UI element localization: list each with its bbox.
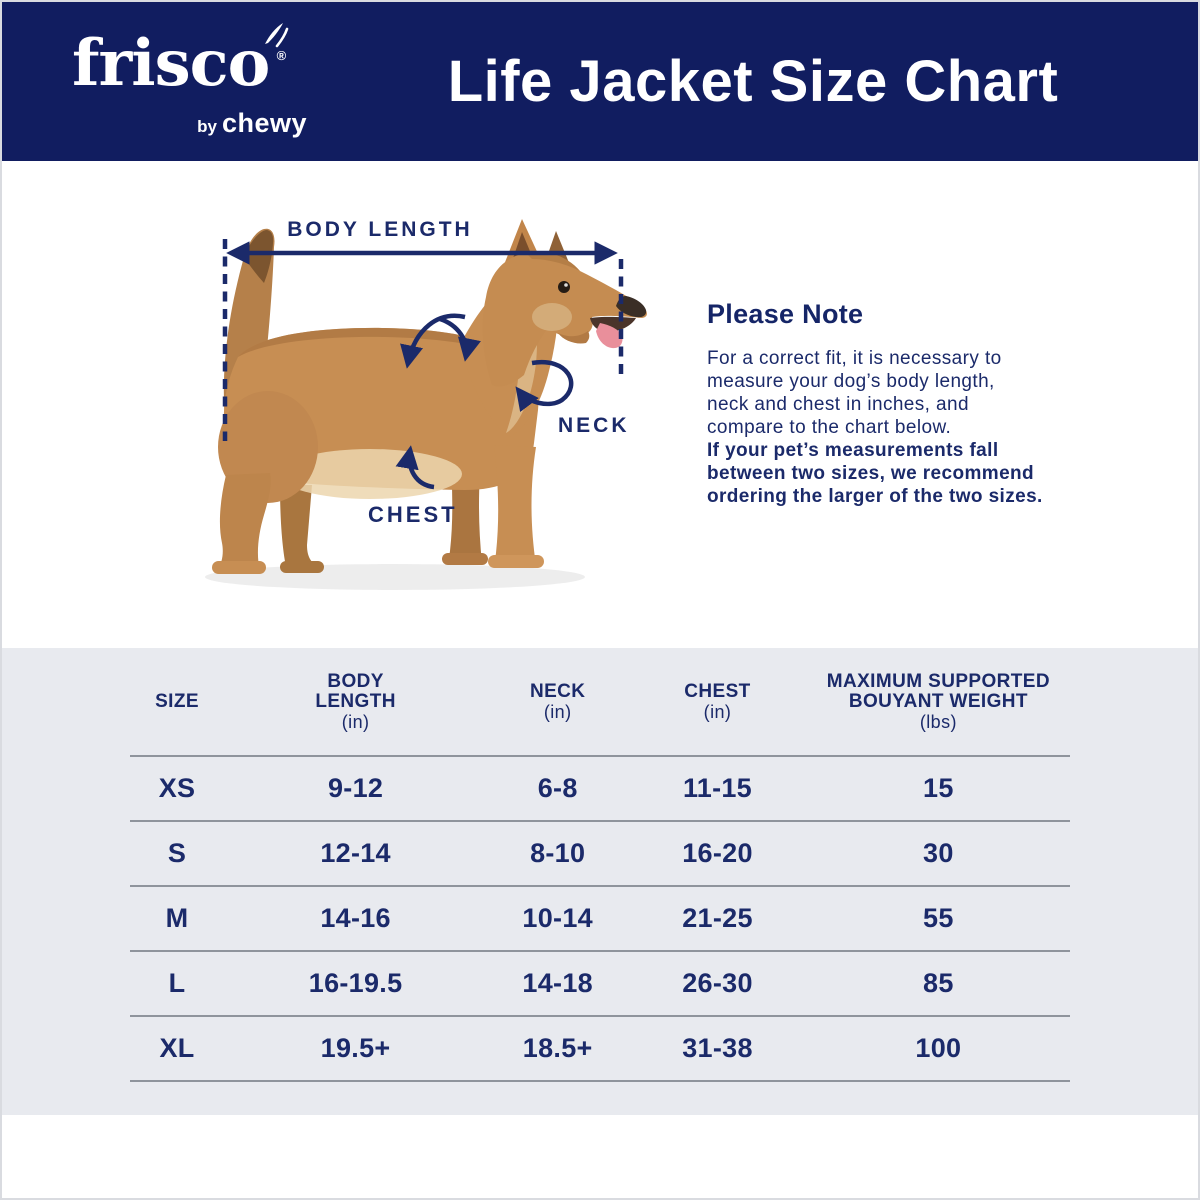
frisco-wordmark: frisco ® (72, 23, 289, 102)
neck-cell: 10-14 (522, 903, 593, 933)
neck-arrow (515, 359, 574, 413)
column-header-label: SIZE (155, 690, 199, 712)
dog-front-near-paw (488, 555, 544, 568)
chest-cell: 11-15 (682, 773, 753, 803)
column-header-max-weight: MAXIMUM SUPPORTED BOUYANT WEIGHT (lbs) (807, 670, 1070, 732)
table-header-row: SIZE BODY LENGTH (in) NECK (in) CHEST (i… (130, 648, 1070, 757)
column-header-unit: (in) (341, 711, 370, 732)
column-header-size: SIZE (130, 690, 224, 712)
column-header-body-length: BODY LENGTH (in) (224, 670, 487, 732)
please-note-block: Please Note For a correct fit, it is nec… (707, 299, 1087, 508)
frisco-by-chewy-logo: frisco ® by chewy (72, 23, 307, 142)
size-cell: S (167, 838, 187, 868)
table-row: XL 19.5+ 18.5+ 31-38 100 (130, 1017, 1070, 1082)
dog-front-far-paw (442, 553, 488, 565)
dog-tongue (596, 323, 623, 349)
registered-trademark-icon: ® (276, 48, 287, 63)
size-table: SIZE BODY LENGTH (in) NECK (in) CHEST (i… (130, 648, 1070, 1082)
size-cell: XL (159, 1033, 195, 1063)
page-title: Life Jacket Size Chart (447, 49, 1059, 114)
body-length-cell: 16-19.5 (308, 968, 403, 998)
column-header-label: NECK (529, 680, 586, 702)
size-table-section: SIZE BODY LENGTH (in) NECK (in) CHEST (i… (2, 648, 1198, 1115)
note-line: For a correct fit, it is necessary to (707, 348, 1002, 369)
column-header-unit: (in) (543, 701, 572, 722)
dog-photo (205, 219, 647, 590)
chest-cell: 21-25 (682, 903, 753, 933)
dog-hind-near-leg (218, 473, 271, 571)
chest-cell: 26-30 (682, 968, 753, 998)
girth-arrow-left (400, 313, 466, 369)
neck-cell: 6-8 (537, 773, 578, 803)
size-cell: XS (158, 773, 196, 803)
chest-cell: 31-38 (682, 1033, 753, 1063)
please-note-heading: Please Note (707, 299, 864, 329)
by-text: by (197, 117, 217, 136)
dog-nose (616, 296, 647, 318)
body-length-label: BODY LENGTH (287, 218, 473, 241)
column-header-label: MAXIMUM SUPPORTED (826, 670, 1050, 692)
column-header-label: BODY (327, 670, 384, 692)
column-header-unit: (in) (703, 701, 732, 722)
dog-hind-near-paw (212, 561, 266, 574)
column-header-label: BOUYANT WEIGHT (848, 690, 1028, 712)
dog-eye (558, 281, 570, 293)
weight-cell: 55 (923, 903, 954, 933)
neck-cell: 18.5+ (522, 1033, 593, 1063)
body-length-cell: 12-14 (320, 838, 391, 868)
please-note-text: For a correct fit, it is necessary to me… (707, 347, 1087, 508)
body-length-cell: 19.5+ (320, 1033, 391, 1063)
note-line: measure your dog’s body length, (707, 371, 995, 392)
chewy-text: chewy (221, 108, 307, 138)
dog-back-shading (238, 327, 520, 357)
size-cell: M (165, 903, 189, 933)
footer-whitespace (2, 1115, 1198, 1198)
table-row: XS 9-12 6-8 11-15 15 (130, 757, 1070, 822)
weight-cell: 30 (923, 838, 954, 868)
girth-arrow-right (439, 316, 481, 362)
column-header-chest: CHEST (in) (628, 680, 807, 722)
column-header-label: CHEST (684, 680, 751, 702)
table-row: M 14-16 10-14 21-25 55 (130, 887, 1070, 952)
column-header-unit: (lbs) (919, 711, 957, 732)
dog-lower-jaw (558, 331, 590, 344)
dog-eye-highlight (564, 283, 568, 287)
size-cell: L (168, 968, 186, 998)
note-line: compare to the chart below. (707, 417, 952, 438)
neck-cell: 8-10 (530, 838, 586, 868)
frisco-text: frisco (72, 26, 270, 101)
dog-cheek-light (532, 303, 572, 331)
neck-label: NECK (558, 414, 630, 437)
weight-cell: 15 (923, 773, 954, 803)
weight-cell: 85 (923, 968, 954, 998)
weight-cell: 100 (915, 1033, 962, 1063)
body-length-cell: 9-12 (327, 773, 384, 803)
chest-cell: 16-20 (682, 838, 753, 868)
dog-front-near-leg (494, 445, 536, 565)
dog-hind-far-paw (280, 561, 324, 573)
by-chewy-byline: by chewy (197, 108, 307, 139)
note-bold-line: between two sizes, we recommend (707, 463, 1035, 484)
body-length-cell: 14-16 (320, 903, 391, 933)
chest-label: CHEST (368, 502, 458, 527)
table-row: L 16-19.5 14-18 26-30 85 (130, 952, 1070, 1017)
table-row: S 12-14 8-10 16-20 30 (130, 822, 1070, 887)
header-band: frisco ® by chewy Life Jacket Size Chart (2, 2, 1198, 161)
column-header-neck: NECK (in) (487, 680, 628, 722)
neck-cell: 14-18 (522, 968, 593, 998)
chest-arrow (395, 445, 435, 490)
measurement-diagram: BODY LENGTH NECK CHEST Please Note For a… (2, 161, 1198, 648)
note-bold-line: ordering the larger of the two sizes. (707, 486, 1043, 507)
note-line: neck and chest in inches, and (707, 394, 969, 415)
logo-flourish-icon (265, 23, 289, 48)
note-bold-line: If your pet’s measurements fall (707, 440, 999, 461)
dog-hind-far-leg (280, 485, 319, 571)
column-header-label: LENGTH (315, 690, 396, 712)
